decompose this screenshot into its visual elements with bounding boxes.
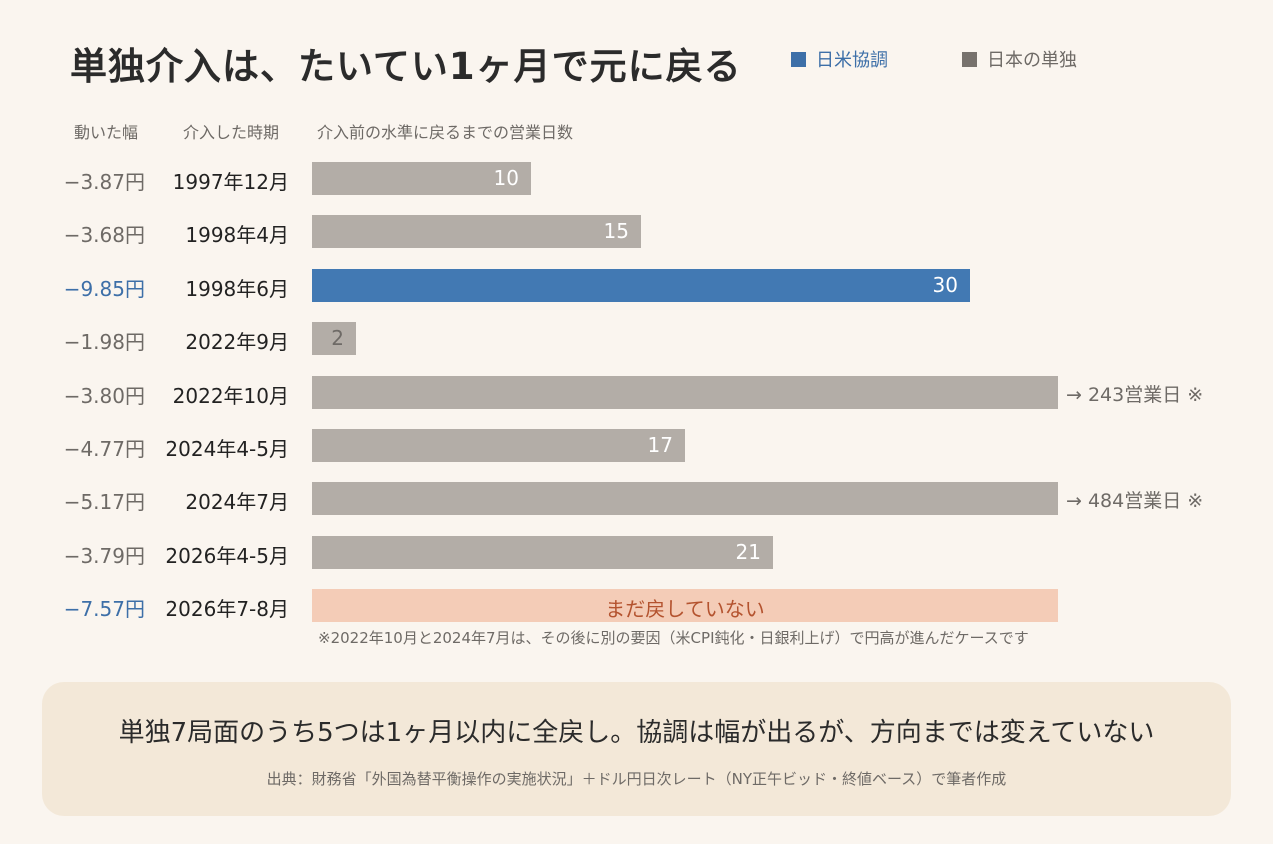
bar-row: −3.87円 1997年12月 10	[0, 162, 1273, 196]
chart-title: 単独介入は、たいてい1ヶ月で元に戻る	[70, 45, 742, 88]
bar-row: −3.79円 2026年4-5月 21	[0, 536, 1273, 570]
column-header-days: 介入前の水準に戻るまでの営業日数	[317, 123, 574, 142]
pending-bar	[312, 589, 1058, 622]
bar-row: −1.98円 2022年9月 2	[0, 322, 1273, 356]
bar-row: −3.80円 2022年10月 → 243営業日 ※	[0, 376, 1273, 410]
legend-coordinated-label: 日米協調	[816, 50, 888, 71]
footnote: ※2022年10月と2024年7月は、その後に別の要因（米CPI鈍化・日銀利上げ…	[318, 629, 1029, 647]
period-label: 2024年4-5月	[165, 437, 289, 461]
bar-row: −9.85円 1998年6月 30	[0, 269, 1273, 303]
bar-value-label: 10	[493, 166, 519, 190]
bar-value-label: 30	[932, 273, 958, 297]
period-label: 2022年10月	[172, 384, 289, 408]
overflow-label: → 484営業日 ※	[1066, 490, 1204, 512]
legend-coordinated-swatch	[791, 51, 806, 67]
bar	[312, 482, 1058, 515]
bar	[312, 376, 1058, 409]
legend-coordinated: 日米協調	[791, 46, 888, 72]
source-note: 出典：財務省「外国為替平衡操作の実施状況」＋ドル円日次レート（NY正午ビッド・終…	[266, 770, 1007, 788]
legend-solo-label: 日本の単独	[987, 50, 1077, 71]
period-label: 2026年7-8月	[165, 597, 289, 621]
bar-row: −4.77円 2024年4-5月 17	[0, 429, 1273, 463]
legend-solo: 日本の単独	[962, 46, 1077, 72]
bar-row: −5.17円 2024年7月 → 484営業日 ※	[0, 482, 1273, 516]
period-label: 2026年4-5月	[165, 544, 289, 568]
amount-label: −3.68円	[63, 223, 145, 247]
bar-row: −7.57円 2026年7-8月 まだ戻していない	[0, 589, 1273, 623]
overflow-label: → 243営業日 ※	[1066, 384, 1204, 406]
amount-label: −3.79円	[63, 544, 145, 568]
bar	[312, 429, 685, 462]
bar-value-label: 17	[647, 433, 673, 457]
bar-value-label: 2	[331, 326, 344, 350]
amount-label: −9.85円	[63, 277, 145, 301]
bar	[312, 215, 641, 248]
bar	[312, 536, 773, 569]
legend-solo-swatch	[962, 51, 977, 67]
period-label: 2022年9月	[185, 330, 289, 354]
pending-label: まだ戻していない	[605, 597, 765, 621]
bar	[312, 162, 531, 195]
period-label: 2024年7月	[185, 490, 289, 514]
bar	[312, 322, 356, 355]
bar	[312, 269, 970, 302]
bar-row: −3.68円 1998年4月 15	[0, 215, 1273, 249]
period-label: 1998年4月	[185, 223, 289, 247]
amount-label: −1.98円	[63, 330, 145, 354]
amount-label: −5.17円	[63, 490, 145, 514]
period-label: 1998年6月	[185, 277, 289, 301]
amount-label: −7.57円	[63, 597, 145, 621]
period-label: 1997年12月	[172, 170, 289, 194]
amount-label: −4.77円	[63, 437, 145, 461]
amount-label: −3.87円	[63, 170, 145, 194]
bar-value-label: 21	[735, 540, 761, 564]
bar-value-label: 15	[603, 219, 629, 243]
summary-box: 単独7局面のうち5つは1ヶ月以内に全戻し。協調は幅が出るが、方向までは変えていな…	[42, 682, 1231, 816]
summary-headline: 単独7局面のうち5つは1ヶ月以内に全戻し。協調は幅が出るが、方向までは変えていな…	[118, 718, 1155, 748]
column-header-amount: 動いた幅	[74, 123, 139, 142]
amount-label: −3.80円	[63, 384, 145, 408]
column-header-period: 介入した時期	[183, 123, 280, 142]
